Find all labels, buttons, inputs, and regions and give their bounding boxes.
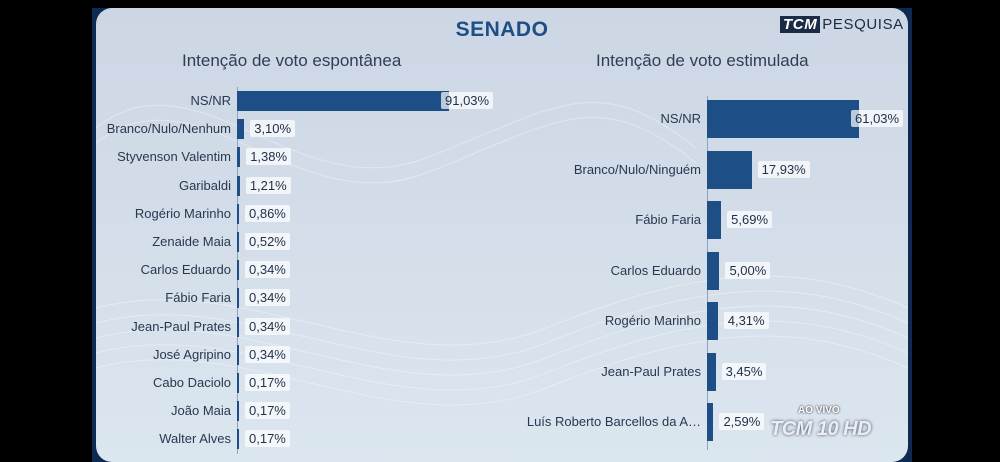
value-label: 3,45% [721,362,767,380]
logo-box: TCM [780,16,821,33]
bar [707,403,714,441]
category-label: Carlos Eduardo [610,262,701,278]
value-label: 0,52% [245,233,290,250]
category-label: Rogério Marinho [134,205,231,221]
bar [707,201,722,239]
bar [237,288,239,309]
poll-panel: SENADO TCM PESQUISA Intenção de voto espo… [96,8,908,462]
bar [237,203,239,224]
category-label: Walter Alves [159,431,231,447]
value-label: 0,34% [245,261,290,279]
bar [237,232,239,252]
value-label: 0,34% [245,317,290,335]
category-label: Carlos Eduardo [140,262,231,278]
category-label: NS/NR [190,93,231,108]
category-label: NS/NR [660,111,701,126]
live-label: AO VIVO [798,405,840,416]
category-label: Branco/Nulo/Ninguém [573,161,701,177]
bar [707,352,716,391]
value-label: 0,17% [245,402,290,420]
category-label: José Agripino [152,346,231,362]
value-label: 4,31% [723,312,769,329]
chart-title-estimulada: Intenção de voto estimulada [596,51,809,70]
category-label: Garibaldi [178,177,231,193]
logo-text: PESQUISA [822,16,904,33]
bar [707,251,720,290]
bar [237,429,239,450]
category-label: Branco/Nulo/Nenhum [106,121,231,137]
page-title: SENADO [455,18,549,41]
value-label: 3,10% [250,120,296,138]
bar [707,302,718,340]
value-label: 2,59% [719,413,765,430]
bar [237,316,239,337]
category-label: Jean-Paul Prates [601,363,701,379]
category-label: Jean-Paul Prates [131,318,231,334]
value-label: 0,34% [245,345,290,363]
bar [237,373,239,393]
bar [237,260,239,281]
category-label: João Maia [171,403,231,419]
value-label: 5,00% [725,261,771,279]
bar [237,175,240,196]
category-label: Zenaide Maia [152,234,231,249]
value-label: 1,21% [245,176,291,194]
value-label: 0,17% [245,430,290,448]
channel-watermark: TCM 10 HD [770,418,872,440]
value-label: 91,03% [441,92,494,109]
value-label: 1,38% [246,148,292,166]
value-label: 5,69% [727,211,773,228]
value-label: 0,86% [245,204,290,222]
bar [707,100,859,138]
category-label: Cabo Daciolo [152,375,231,390]
bar [237,119,245,140]
value-label: 0,34% [245,289,290,307]
value-label: 17,93% [757,160,810,178]
category-label: Luís Roberto Barcellos da A… [526,414,701,429]
bar [237,344,239,365]
bar [707,150,752,189]
bar [237,401,239,422]
value-label: 61,03% [851,110,904,127]
bar [237,91,449,111]
value-label: 0,17% [245,374,290,391]
bar [237,147,241,168]
category-label: Styvenson Valentim [117,149,231,165]
category-label: Rogério Marinho [604,313,701,328]
category-label: Fábio Faria [635,212,701,227]
chart-title-espontanea: Intenção de voto espontânea [182,51,402,70]
category-label: Fábio Faria [165,290,231,306]
brand-logo: TCM PESQUISA [780,16,904,33]
